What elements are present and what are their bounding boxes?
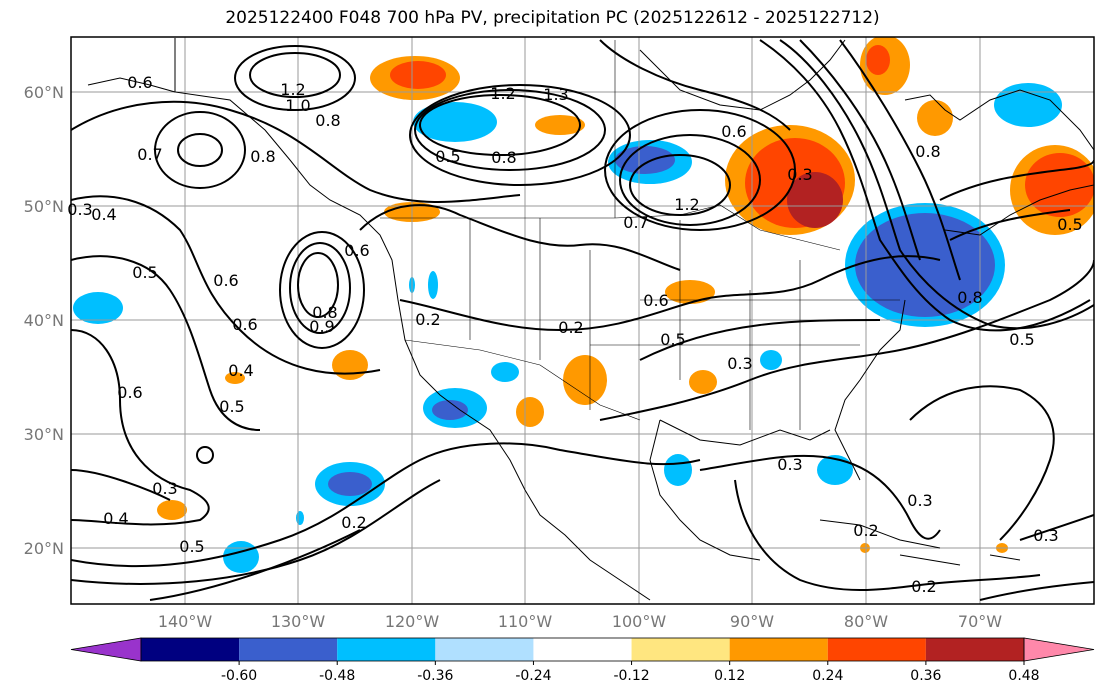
colorbar-tick-label: -0.60 [221, 668, 257, 684]
latitude-labels: 60°N 50°N 40°N 30°N 20°N [24, 83, 64, 558]
colorbar-tick-label: -0.36 [417, 668, 453, 684]
contour-label: 0.5 [219, 397, 244, 416]
contour-label: 0.6 [643, 291, 668, 310]
colorbar-tick-label: 0.36 [910, 668, 941, 684]
lon-label: 130°W [271, 612, 326, 631]
contour-label: 0.8 [312, 303, 337, 322]
contour-label: 0.3 [1033, 526, 1058, 545]
political-borders [380, 40, 900, 430]
contour-label: 0.6 [127, 73, 152, 92]
contour-label: 0.5 [179, 537, 204, 556]
contour-label: 0.2 [415, 310, 440, 329]
lat-label: 40°N [24, 311, 64, 330]
contour-label: 1.3 [543, 85, 568, 104]
contour-label: 0.5 [132, 263, 157, 282]
contour-label: 0.8 [315, 111, 340, 130]
colorbar-extend-low [70, 637, 142, 662]
contour-label: 0.3 [787, 165, 812, 184]
contour-label: 0.6 [721, 122, 746, 141]
lat-label: 50°N [24, 197, 64, 216]
colorbar-segment [435, 638, 534, 661]
lon-label: 140°W [158, 612, 213, 631]
contour-label: 0.2 [341, 513, 366, 532]
contour-label: 0.6 [344, 241, 369, 260]
contour-label: 1.2 [280, 80, 305, 99]
contour-label: 1.2 [674, 195, 699, 214]
pv-contours [71, 39, 1094, 601]
colorbar-segment [239, 638, 338, 661]
colorbar-segment [533, 638, 632, 661]
contour-label: 0.4 [91, 205, 116, 224]
contour-label: 0.9 [309, 317, 334, 336]
lon-label: 110°W [498, 612, 553, 631]
colorbar-border [140, 637, 1025, 662]
colorbar-segment [827, 638, 926, 661]
contour-label: 0.8 [491, 148, 516, 167]
contour-label: 1.2 [490, 84, 515, 103]
contour-label: 1.0 [285, 96, 310, 115]
lat-label: 60°N [24, 83, 64, 102]
contour-label: 0.2 [558, 318, 583, 337]
contour-label: 0.6 [117, 383, 142, 402]
contour-label: 0.5 [435, 147, 460, 166]
contour-label: 0.8 [250, 147, 275, 166]
colorbar-segment [631, 638, 730, 661]
colorbar-segment [925, 638, 1024, 661]
lon-label: 70°W [958, 612, 1002, 631]
lon-label: 120°W [385, 612, 440, 631]
map-frame [70, 36, 1095, 605]
contour-label: 0.3 [907, 491, 932, 510]
lat-label: 30°N [24, 425, 64, 444]
contour-label: 0.7 [623, 213, 648, 232]
colorbar-tick-label: -0.24 [515, 668, 551, 684]
lon-label: 90°W [730, 612, 774, 631]
colorbar-tick-label: 0.48 [1008, 668, 1039, 684]
colorbar: -0.60 -0.48 -0.36 -0.24 -0.12 0.12 0.24 0.36 0.4… [70, 637, 1095, 684]
contour-label: 0.3 [777, 455, 802, 474]
colorbar-segment [141, 638, 240, 661]
contour-label: 0.8 [915, 142, 940, 161]
contour-label: 0.6 [213, 271, 238, 290]
map-title: 2025122400 F048 700 hPa PV, precipitatio… [225, 8, 880, 28]
contour-labels: 0.6 1.2 1.0 0.8 0.7 0.8 1.2 1.3 0.5 0.8 … [67, 73, 1082, 596]
contour-label: 0.5 [1057, 215, 1082, 234]
contour-label: 0.5 [1009, 330, 1034, 349]
contour-label: 0.3 [152, 479, 177, 498]
contour-label: 0.3 [727, 354, 752, 373]
colorbar-tick-label: -0.48 [319, 668, 355, 684]
contour-label: 0.4 [103, 509, 128, 528]
lon-label: 80°W [844, 612, 888, 631]
contour-label: 0.2 [911, 577, 936, 596]
contour-label: 0.8 [957, 288, 982, 307]
colorbar-tick-label: -0.12 [613, 668, 649, 684]
contour-label: 0.4 [228, 361, 253, 380]
contour-label: 0.5 [660, 330, 685, 349]
colorbar-tick-label: 0.24 [812, 668, 843, 684]
lon-label: 100°W [612, 612, 667, 631]
colorbar-segment [729, 638, 828, 661]
lat-label: 20°N [24, 539, 64, 558]
colorbar-extend-high [1023, 637, 1095, 662]
longitude-labels: 140°W 130°W 120°W 110°W 100°W 90°W 80°W … [158, 612, 1002, 631]
contour-label: 0.7 [137, 145, 162, 164]
contour-label: 0.6 [232, 315, 257, 334]
colorbar-segment [337, 638, 436, 661]
colorbar-tick-label: 0.12 [714, 668, 745, 684]
contour-label: 0.3 [67, 200, 92, 219]
contour-label: 0.2 [853, 521, 878, 540]
